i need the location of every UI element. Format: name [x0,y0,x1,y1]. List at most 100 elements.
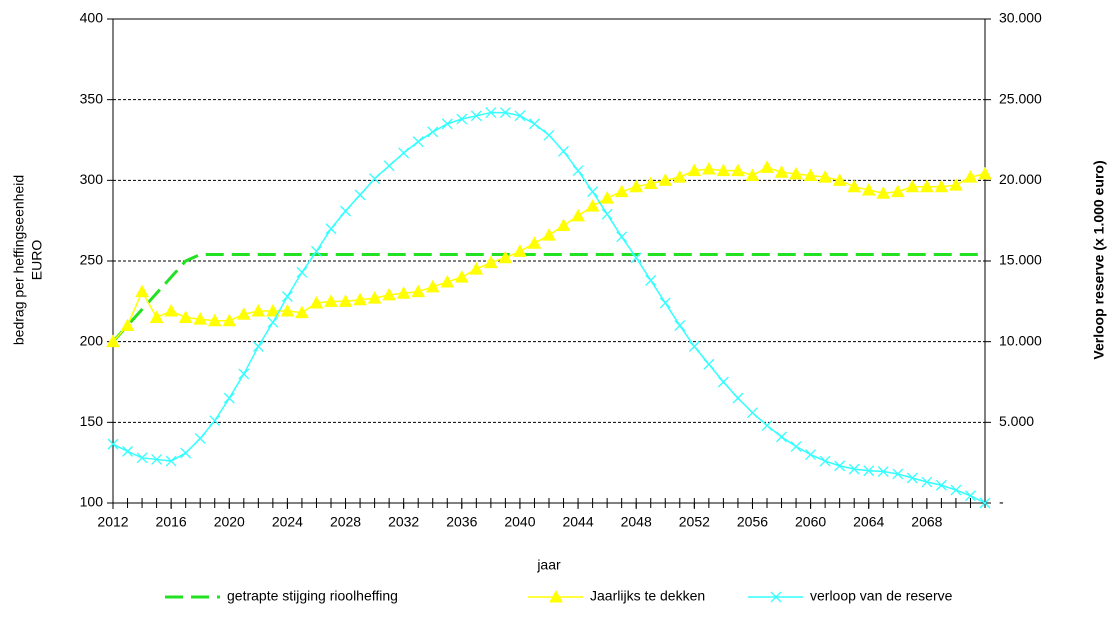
triangle-marker [629,179,644,193]
x-marker [950,484,962,496]
triangle-marker [643,176,658,190]
triangle-marker [440,274,455,288]
triangle-marker [309,295,324,309]
triangle-marker [614,184,629,198]
x-tick-label: 2024 [272,514,303,530]
x-tick-label: 2040 [504,514,535,530]
x-tick-label: 2052 [679,514,710,530]
y2-axis-title: Verloop reserve (x 1.000 euro) [1091,160,1107,359]
x-marker [398,147,410,159]
x-marker [834,460,846,472]
x-marker [165,455,177,467]
x-marker [485,107,497,119]
x-marker [529,118,540,130]
x-marker [732,392,744,404]
legend-label: Jaarlijks te dekken [590,588,705,604]
triangle-marker [469,262,484,275]
triangle-marker [498,250,513,264]
x-marker [616,231,628,243]
y2-tick-label: 15.000 [999,252,1042,268]
triangle-marker [353,292,367,306]
triangle-marker [396,286,411,299]
x-marker [601,208,613,220]
x-marker [790,441,802,452]
y-tick-label: 150 [80,413,104,429]
triangle-marker [905,179,920,193]
triangle-marker [687,163,702,177]
x-marker [470,110,482,122]
x-marker [369,173,381,185]
triangle-marker [324,294,338,307]
triangle-marker [106,334,120,348]
x-tick-label: 2048 [621,514,652,530]
x-marker [572,165,584,177]
x-marker [906,472,918,484]
x-marker [805,449,817,461]
triangle-marker [731,163,745,177]
triangle-marker [934,179,949,193]
triangle-marker [803,168,818,181]
y2-tick-label: 25.000 [999,90,1042,106]
x-marker [543,129,555,141]
triangle-marker [527,236,542,249]
x-tick-label: 2060 [795,514,826,530]
x-marker [877,466,889,477]
x-marker [761,420,773,432]
triangle-marker [876,186,891,199]
triangle-marker [236,307,251,320]
y-tick-label: 250 [80,252,104,268]
y2-tick-label: 20.000 [999,171,1042,187]
x-marker [674,320,686,331]
x-marker [151,453,163,465]
legend-label: verloop van de reserve [810,588,953,604]
triangle-marker [600,191,614,204]
triangle-marker [774,165,789,178]
triangle-marker [135,284,149,298]
x-marker [587,186,599,198]
triangle-marker [367,291,382,304]
triangle-marker [847,179,862,193]
x-marker [296,266,308,278]
triangle-marker [672,170,687,183]
triangle-marker [207,313,222,327]
triangle-marker [164,303,178,317]
triangle-marker [861,182,876,196]
x-tick-label: 2068 [911,514,942,530]
triangle-marker [789,166,803,180]
y2-tick-label: 10.000 [999,332,1042,348]
triangle-marker [549,589,563,603]
x-marker [965,490,976,502]
x-marker [717,376,729,388]
x-tick-label: 2056 [737,514,768,530]
triangle-marker [818,170,832,183]
x-marker [558,145,569,157]
x-marker [209,415,221,427]
x-marker [848,463,860,475]
x-tick-label: 2044 [562,514,593,530]
x-axis-title: jaar [536,557,561,573]
triangle-marker [295,305,309,319]
x-tick-label: 2036 [446,514,477,530]
triangle-marker [890,184,905,198]
triangle-marker [571,208,585,222]
x-tick-label: 2012 [97,514,128,530]
x-marker [499,107,511,119]
triangle-marker [149,310,164,323]
triangle-marker [266,303,280,317]
y-axis-title: EURO [29,240,45,281]
triangle-marker [745,168,760,181]
x-marker [659,297,671,309]
triangle-marker [658,173,673,186]
x-marker [238,368,250,380]
x-marker [979,497,991,509]
triangle-marker [382,287,396,301]
triangle-marker [484,255,498,269]
triangle-marker [338,294,353,307]
x-marker [776,431,787,443]
x-marker [688,341,700,352]
y-tick-label: 350 [80,90,104,106]
x-marker [630,252,642,264]
triangle-marker [454,270,469,283]
series-line [111,253,985,343]
